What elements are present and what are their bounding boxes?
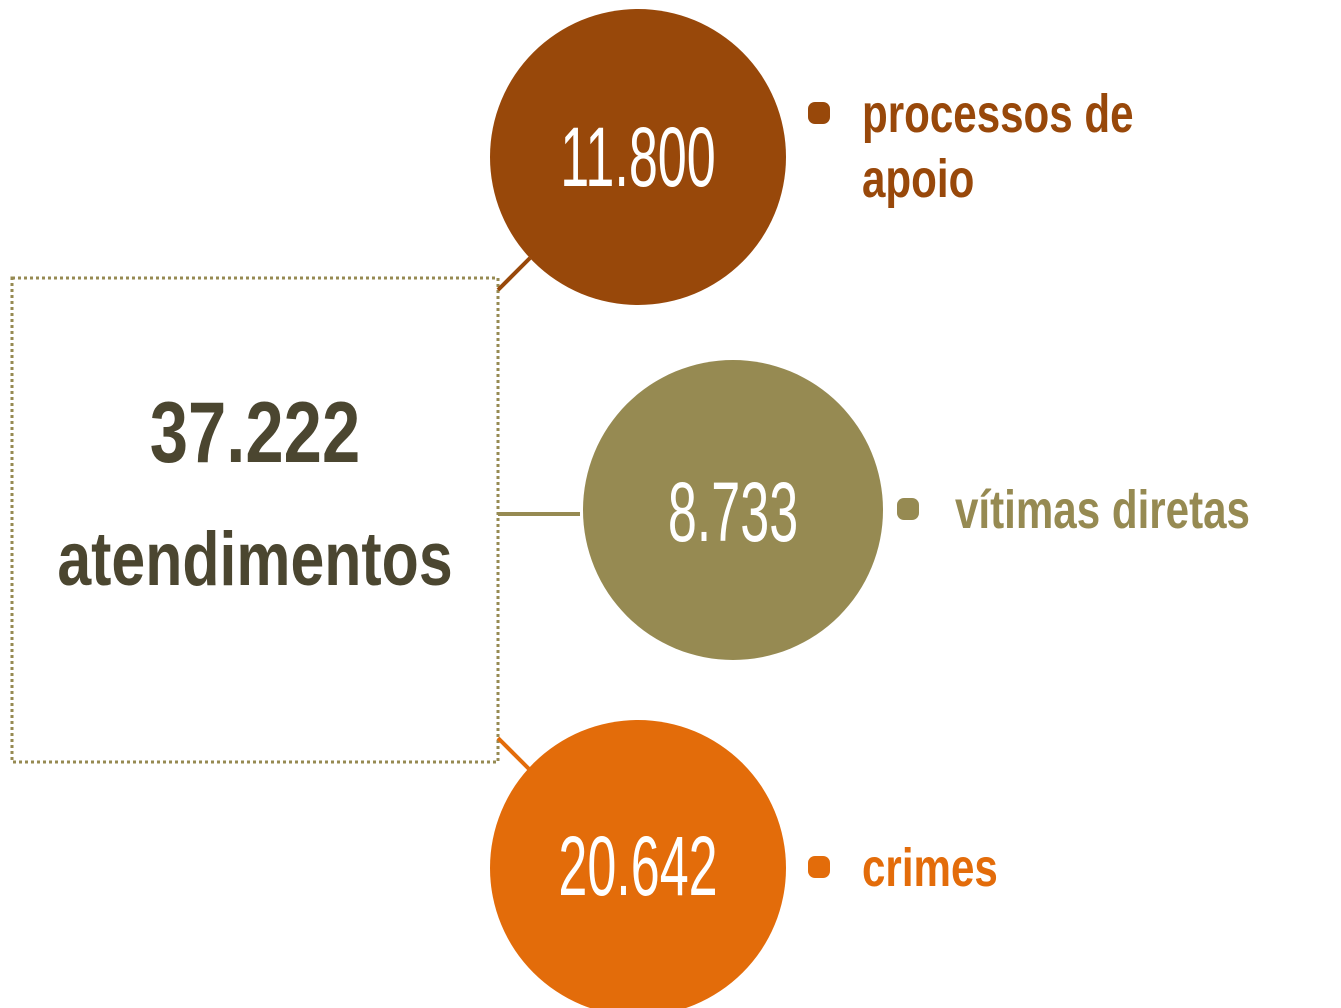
node-value: 11.800 bbox=[560, 110, 716, 204]
node-label: crimes bbox=[862, 838, 998, 898]
bullet bbox=[897, 498, 919, 520]
total-box bbox=[10, 276, 500, 764]
node-circle bbox=[490, 9, 786, 305]
node-label: processos de apoio bbox=[862, 84, 1134, 209]
node-circle bbox=[583, 360, 883, 660]
node-value: 8.733 bbox=[667, 465, 799, 559]
bullet bbox=[808, 102, 830, 124]
total-value: 37.222 bbox=[149, 385, 361, 481]
total-label: atendimentos bbox=[57, 517, 453, 602]
node-circle bbox=[490, 720, 786, 1008]
connector bbox=[496, 256, 532, 292]
node-value: 20.642 bbox=[558, 819, 718, 913]
node-label: vítimas diretas bbox=[955, 480, 1250, 540]
bullet bbox=[808, 856, 830, 878]
connector bbox=[496, 736, 532, 772]
